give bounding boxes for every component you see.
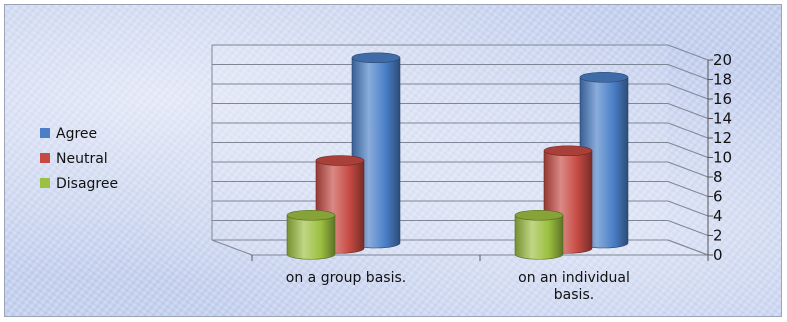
bar-top [351,52,401,64]
gridline-side [667,83,709,100]
gridline-side [667,64,709,80]
y-tick-label: 12 [713,129,732,147]
legend-swatch-disagree [40,178,50,188]
x-category-label: on an individual [518,270,630,286]
gridline-side [667,142,709,158]
y-tick-label: 0 [713,246,723,264]
y-tick-label: 18 [713,71,732,89]
y-tick-label: 8 [713,168,723,186]
y-tick-label: 4 [713,207,723,225]
x-category-label: on a group basis. [286,270,406,286]
legend-swatch-agree [40,128,50,138]
gridline-side [667,181,709,197]
gridline-side [667,161,709,178]
legend-label-agree: Agree [56,126,97,142]
gridline-side [667,200,709,217]
bar-top [543,145,593,157]
bar-disagree-2 [514,209,564,260]
y-tick-label: 10 [713,149,732,167]
x-category-label: basis. [554,287,594,303]
legend-swatch-neutral [40,153,50,163]
y-tick-label: 6 [713,188,723,206]
bar-top [286,209,336,221]
gridline-side [667,103,709,119]
bar-body [286,214,336,260]
gridline-side [667,122,709,139]
chart-floor [211,239,709,256]
y-tick-label: 20 [713,51,732,69]
gridline-side [667,44,709,61]
y-tick-label: 2 [713,227,723,245]
y-tick-label: 16 [713,90,732,108]
bar-body [514,214,564,260]
legend-label-neutral: Neutral [56,151,108,167]
y-tick-label: 14 [713,110,732,128]
gridline-side [667,239,709,256]
bar-disagree-1 [286,209,336,260]
legend-label-disagree: Disagree [56,176,118,192]
bar-top [514,209,564,221]
bar-top [315,155,365,166]
bar-top [579,71,629,83]
gridline-side [667,220,709,236]
